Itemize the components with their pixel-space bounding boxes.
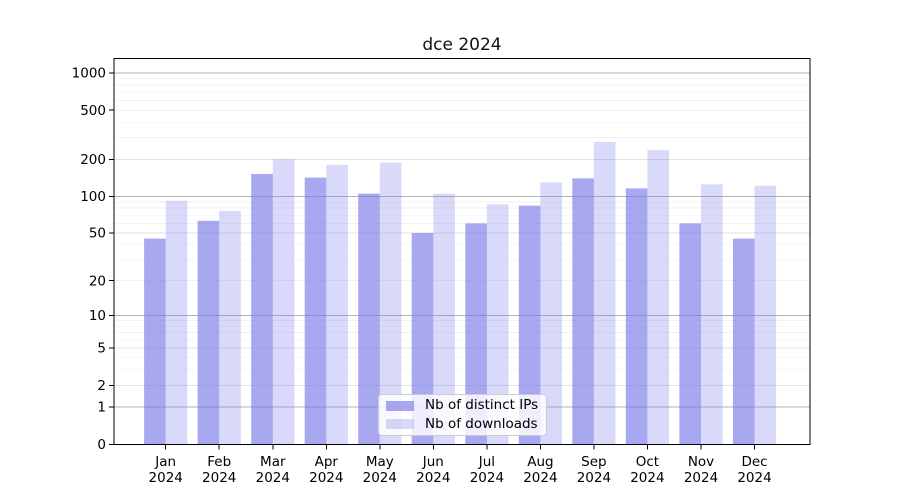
x-tick-label-year: 2024 — [470, 470, 504, 486]
bar-downloads-jun — [433, 193, 455, 445]
x-tick-label-year: 2024 — [202, 470, 236, 486]
bar-distinct-ips-nov — [679, 223, 701, 445]
bar-downloads-jan — [165, 200, 188, 445]
chart-title: dce 2024 — [422, 35, 502, 55]
x-tick-label: Nov — [688, 454, 714, 470]
legend-label-downloads: Nb of downloads — [425, 415, 538, 432]
bar-downloads-oct — [647, 150, 669, 445]
bar-distinct-ips-may — [358, 193, 380, 445]
x-tick-label: Jul — [478, 454, 495, 470]
bar-downloads-mar — [272, 159, 295, 445]
bar-distinct-ips-dec — [732, 238, 755, 445]
legend-item-distinct-ips: Nb of distinct IPs — [386, 397, 539, 413]
x-tick-label: Jun — [422, 454, 444, 470]
x-tick-label: Sep — [581, 454, 606, 470]
bar-distinct-ips-feb — [197, 220, 220, 445]
y-tick-label: 50 — [89, 226, 106, 242]
x-tick-label-year: 2024 — [416, 470, 450, 486]
legend-swatch-downloads — [386, 419, 414, 430]
x-tick-label-year: 2024 — [523, 470, 557, 486]
y-tick-label: 2 — [97, 378, 106, 394]
x-tick-label: Mar — [260, 454, 286, 470]
y-tick-label: 1 — [97, 400, 106, 416]
bar-downloads-aug — [540, 182, 562, 445]
bar-distinct-ips-jun — [411, 233, 434, 445]
y-tick-label: 10 — [89, 308, 106, 324]
x-tick-label-year: 2024 — [737, 470, 771, 486]
x-tick-label-year: 2024 — [577, 470, 611, 486]
bar-downloads-nov — [701, 184, 723, 445]
bar-distinct-ips-jul — [465, 223, 487, 445]
x-tick-label: May — [366, 454, 394, 470]
chart-legend: Nb of distinct IPs Nb of downloads — [378, 394, 547, 436]
y-tick-label: 100 — [80, 189, 106, 205]
y-tick-label: 500 — [80, 103, 106, 119]
bar-distinct-ips-mar — [251, 174, 273, 445]
x-tick-label-year: 2024 — [684, 470, 718, 486]
x-tick-label: Aug — [527, 454, 553, 470]
x-tick-label: Dec — [741, 454, 767, 470]
plot-frame — [113, 58, 811, 445]
x-tick-label: Feb — [207, 454, 231, 470]
bar-distinct-ips-aug — [518, 205, 541, 445]
bar-downloads-may — [379, 162, 402, 445]
bar-downloads-feb — [219, 210, 241, 445]
x-tick-label-year: 2024 — [149, 470, 183, 486]
x-tick-label: Apr — [315, 454, 339, 470]
legend-label-distinct-ips: Nb of distinct IPs — [425, 397, 539, 413]
bar-distinct-ips-apr — [304, 177, 327, 445]
y-tick-label: 0 — [97, 437, 106, 453]
bar-downloads-apr — [326, 164, 348, 445]
x-tick-label-year: 2024 — [630, 470, 664, 486]
x-tick-label: Jan — [154, 454, 176, 470]
x-tick-label-year: 2024 — [256, 470, 290, 486]
bar-distinct-ips-sep — [572, 178, 594, 445]
y-tick-label: 20 — [89, 273, 106, 289]
bar-downloads-sep — [593, 141, 616, 445]
y-tick-label: 1000 — [72, 66, 106, 82]
y-tick-label: 200 — [80, 152, 106, 168]
y-tick-label: 5 — [97, 341, 106, 357]
bar-distinct-ips-oct — [625, 188, 648, 445]
x-tick-label: Oct — [636, 454, 659, 470]
legend-item-downloads: Nb of downloads — [386, 415, 538, 432]
bar-downloads-jul — [486, 204, 509, 445]
bar-downloads-dec — [754, 185, 777, 445]
bar-distinct-ips-jan — [144, 238, 166, 445]
legend-swatch-distinct-ips — [386, 400, 414, 411]
x-tick-label-year: 2024 — [309, 470, 343, 486]
x-tick-label-year: 2024 — [363, 470, 397, 486]
